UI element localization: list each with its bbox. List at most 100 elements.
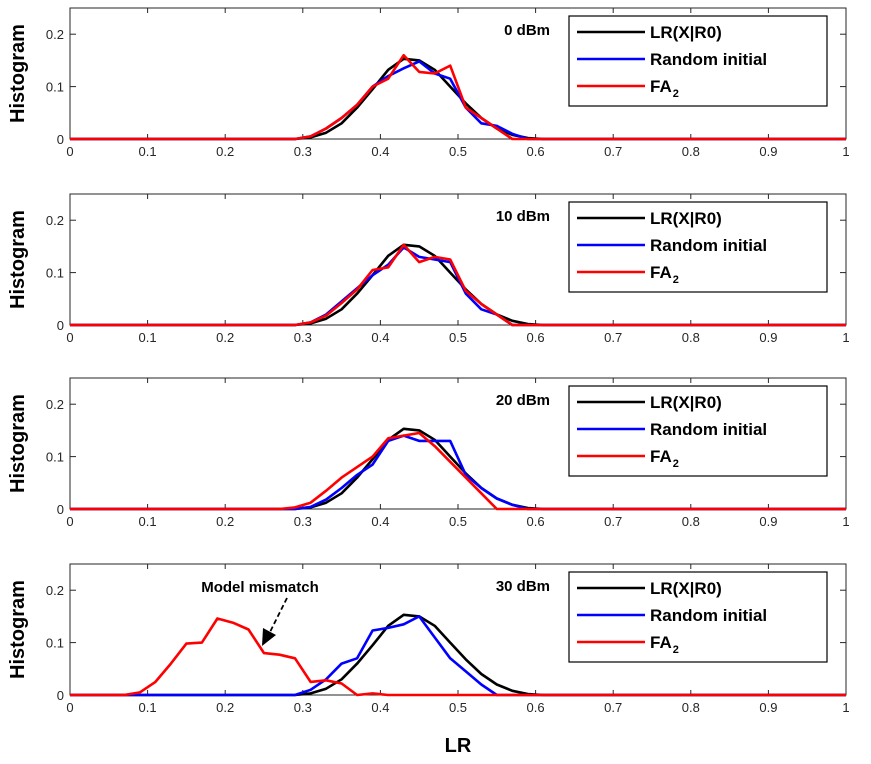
y-tick-label: 0.2 — [46, 213, 64, 228]
panel-label: 0 dBm — [504, 22, 550, 39]
annotation-arrow-shaft — [269, 597, 288, 633]
y-tick-label: 0 — [57, 688, 64, 703]
y-tick-label: 0.2 — [46, 397, 64, 412]
legend: LR(X|R0) Random initial FA2 — [568, 15, 828, 107]
series-line-3 — [70, 431, 846, 511]
y-axis-label: Histogram — [7, 210, 29, 309]
x-tick-label: 0.1 — [139, 514, 157, 529]
legend-label-1: LR(X|R0) — [650, 579, 722, 598]
x-tick-label: 0 — [66, 514, 73, 529]
x-tick-label: 0.4 — [371, 330, 389, 345]
x-tick-label: 0.9 — [759, 514, 777, 529]
x-tick-label: 0.8 — [682, 144, 700, 159]
x-tick-label: 0.3 — [294, 330, 312, 345]
legend-label-2: Random initial — [650, 420, 767, 439]
legend-box — [568, 201, 828, 293]
legend-label-1: LR(X|R0) — [650, 23, 722, 42]
y-tick-label: 0 — [57, 502, 64, 517]
y-axis-label: Histogram — [7, 24, 29, 123]
x-axis-label: LR — [445, 735, 472, 757]
legend-label-3: FA2 — [650, 633, 679, 656]
x-tick-label: 0.9 — [759, 700, 777, 715]
x-tick-label: 0.4 — [371, 700, 389, 715]
x-tick-label: 0.4 — [371, 144, 389, 159]
x-tick-label: 0.6 — [527, 700, 545, 715]
y-tick-label: 0.1 — [46, 266, 64, 281]
x-tick-label: 0.2 — [216, 700, 234, 715]
subplot-2: 0 0.1 0.2 0.3 0.4 0.5 0.6 0.7 0.8 0.9 1 0 0.1 0.2 Hist… — [7, 193, 850, 345]
x-tick-label: 0.5 — [449, 700, 467, 715]
x-tick-label: 0.2 — [216, 330, 234, 345]
x-tick-label: 0.7 — [604, 514, 622, 529]
subplot-1: 0 0.1 0.2 0.3 0.4 0.5 0.6 0.7 0.8 0.9 1 0 0.1 0.2 Hist… — [7, 7, 850, 159]
series-line-3 — [70, 243, 846, 327]
legend-label-1: LR(X|R0) — [650, 209, 722, 228]
legend-label-2: Random initial — [650, 606, 767, 625]
y-tick-label: 0 — [57, 132, 64, 147]
x-tick-label: 1 — [842, 144, 849, 159]
x-tick-label: 0.4 — [371, 514, 389, 529]
x-tick-label: 0.9 — [759, 330, 777, 345]
x-tick-label: 0.2 — [216, 144, 234, 159]
series-line-3 — [70, 53, 846, 141]
x-tick-label: 0 — [66, 144, 73, 159]
x-tick-label: 1 — [842, 700, 849, 715]
y-tick-label: 0.1 — [46, 636, 64, 651]
series-line-2 — [70, 434, 846, 511]
x-tick-label: 0.5 — [449, 144, 467, 159]
x-tick-label: 0.3 — [294, 144, 312, 159]
legend-label-3: FA2 — [650, 263, 679, 286]
y-tick-label: 0 — [57, 318, 64, 333]
legend-label-subscript: 2 — [673, 458, 679, 470]
x-tick-label: 0.9 — [759, 144, 777, 159]
x-tick-label: 0.8 — [682, 330, 700, 345]
y-tick-label: 0.1 — [46, 450, 64, 465]
x-tick-label: 0.6 — [527, 144, 545, 159]
legend-label-2: Random initial — [650, 50, 767, 69]
legend-label-3: FA2 — [650, 77, 679, 100]
panel-label: 30 dBm — [496, 578, 550, 595]
legend-label-3: FA2 — [650, 447, 679, 470]
x-tick-label: 0.8 — [682, 514, 700, 529]
x-tick-label: 0.1 — [139, 700, 157, 715]
legend-label-subscript: 2 — [673, 644, 679, 656]
y-tick-label: 0.2 — [46, 27, 64, 42]
x-tick-label: 0 — [66, 700, 73, 715]
y-tick-label: 0.1 — [46, 80, 64, 95]
series-line-2 — [70, 615, 846, 697]
x-tick-label: 0.8 — [682, 700, 700, 715]
x-tick-label: 0.7 — [604, 330, 622, 345]
annotation-arrow-head — [262, 628, 276, 646]
y-axis-label: Histogram — [7, 394, 29, 493]
x-tick-label: 0.1 — [139, 330, 157, 345]
legend-label-subscript: 2 — [673, 88, 679, 100]
series-line-1 — [70, 243, 846, 327]
annotation-text: Model mismatch — [201, 579, 319, 596]
x-tick-label: 0.5 — [449, 514, 467, 529]
subplot-3: 0 0.1 0.2 0.3 0.4 0.5 0.6 0.7 0.8 0.9 1 0 0.1 0.2 Hist… — [7, 377, 850, 529]
x-tick-label: 0.6 — [527, 330, 545, 345]
legend-label-2: Random initial — [650, 236, 767, 255]
x-tick-label: 0.7 — [604, 144, 622, 159]
series-line-3 — [70, 617, 846, 697]
legend-label-1: LR(X|R0) — [650, 393, 722, 412]
panel-label: 20 dBm — [496, 392, 550, 409]
x-tick-label: 0.3 — [294, 514, 312, 529]
x-tick-label: 1 — [842, 330, 849, 345]
x-tick-label: 0.5 — [449, 330, 467, 345]
x-tick-label: 0.1 — [139, 144, 157, 159]
panel-label: 10 dBm — [496, 208, 550, 225]
x-tick-label: 0.6 — [527, 514, 545, 529]
x-tick-label: 1 — [842, 514, 849, 529]
x-tick-label: 0 — [66, 330, 73, 345]
legend: LR(X|R0) Random initial FA2 — [568, 201, 828, 293]
x-tick-label: 0.3 — [294, 700, 312, 715]
y-tick-label: 0.2 — [46, 583, 64, 598]
x-tick-label: 0.2 — [216, 514, 234, 529]
legend-label-subscript: 2 — [673, 274, 679, 286]
subplot-4: 0 0.1 0.2 0.3 0.4 0.5 0.6 0.7 0.8 0.9 1 0 0.1 0.2 Hist… — [7, 563, 850, 715]
legend: LR(X|R0) Random initial FA2 — [568, 385, 828, 477]
y-axis-label: Histogram — [7, 580, 29, 679]
x-tick-label: 0.7 — [604, 700, 622, 715]
